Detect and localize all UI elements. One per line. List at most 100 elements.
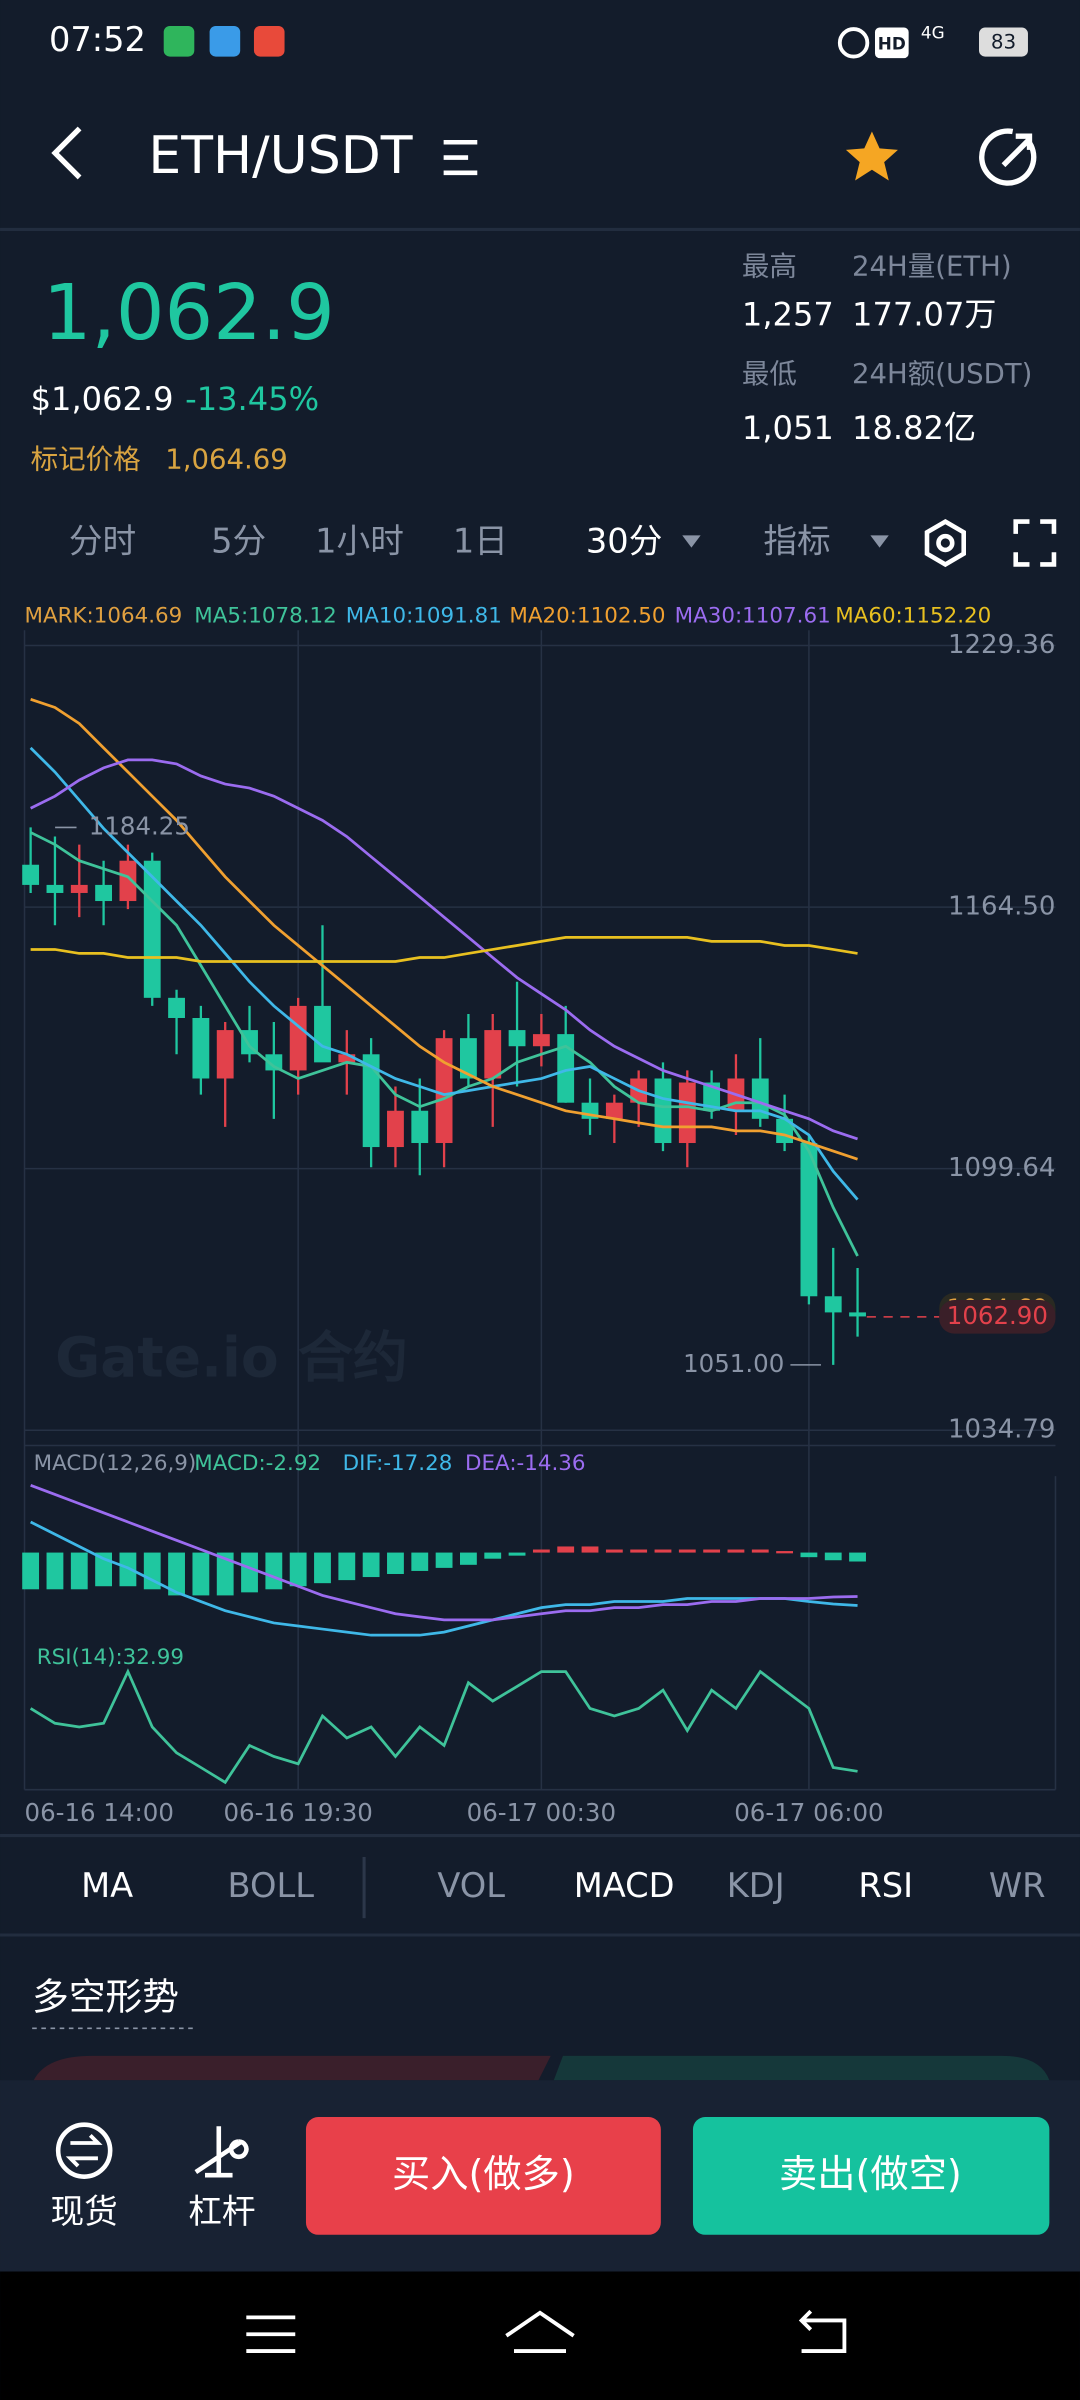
candle-body <box>216 1030 234 1079</box>
pair-title[interactable]: ETH/USDT <box>148 126 412 186</box>
y-tick-label: 1099.64 <box>948 1153 1056 1183</box>
candle-body <box>460 1038 477 1079</box>
last-price: 1,062.9 <box>43 269 335 358</box>
legend-item: MA20:1102.50 <box>509 603 665 628</box>
indicator-tabs: MA BOLL VOL MACD KDJ RSI WR <box>81 1866 1045 1905</box>
interval-tab[interactable]: 1日 <box>453 522 508 561</box>
settings-button[interactable] <box>924 518 967 568</box>
macd-bar <box>338 1552 356 1581</box>
macd-bar <box>849 1552 866 1562</box>
macd-bar <box>800 1552 818 1558</box>
macd-bar <box>22 1552 40 1590</box>
x-tick-label: 06-16 14:00 <box>25 1798 174 1827</box>
fullscreen-button[interactable] <box>1013 519 1057 567</box>
candle-body <box>824 1296 842 1313</box>
ma-line <box>30 758 858 1141</box>
indicator-tab[interactable]: VOL <box>437 1866 505 1905</box>
app-icon <box>163 26 195 57</box>
spot-label[interactable]: 现货 <box>51 2192 118 2231</box>
candle-body <box>751 1078 769 1119</box>
last-price-label: 1062.90 <box>947 1301 1048 1330</box>
nav-home[interactable] <box>505 2310 575 2353</box>
candle-body <box>192 1017 210 1079</box>
x-tick-label: 06-17 00:30 <box>467 1798 616 1827</box>
indicator-tab[interactable]: KDJ <box>727 1866 785 1905</box>
low-marker: 1051.00 <box>683 1349 784 1378</box>
macd-bar <box>216 1552 234 1596</box>
watermark: Gate.io 合约 <box>55 1326 408 1390</box>
sell-label[interactable]: 卖出(做空) <box>779 2153 962 2197</box>
interval-tabs: 分时 5分 1小时 1日 30分 指标 <box>69 522 831 561</box>
macd-bar <box>581 1546 599 1553</box>
macd-bar <box>605 1549 623 1553</box>
leverage-icon[interactable] <box>194 2126 249 2178</box>
nav-menu[interactable] <box>246 2315 296 2353</box>
interval-tab[interactable]: 1小时 <box>315 522 404 561</box>
macd-bar <box>143 1552 161 1590</box>
status-time: 07:52 <box>49 20 146 59</box>
macd-bar <box>824 1552 842 1561</box>
candle-body <box>338 1054 356 1063</box>
candle-body <box>654 1078 672 1144</box>
section-title: 多空形势 <box>32 1976 179 2019</box>
candle-body <box>703 1082 721 1111</box>
macd-bar <box>70 1552 88 1590</box>
indicator-menu[interactable]: 指标 <box>763 522 830 561</box>
candle-body <box>849 1312 866 1317</box>
macd-bar <box>387 1552 404 1574</box>
macd-bar <box>557 1546 575 1553</box>
macd-bar <box>508 1552 526 1556</box>
share-button[interactable] <box>979 128 1037 186</box>
candle-body <box>95 884 113 902</box>
stat-label: 24H量(ETH) <box>852 251 1012 283</box>
sell-button[interactable] <box>692 2117 1050 2235</box>
macd-bar <box>678 1549 696 1553</box>
ma-line <box>30 698 858 1161</box>
macd-legend: DIF:-17.28 <box>343 1451 453 1476</box>
interval-tab[interactable]: 5分 <box>211 522 266 561</box>
candle-body <box>435 1038 453 1144</box>
x-tick-label: 06-16 19:30 <box>223 1798 372 1827</box>
ma-line <box>30 935 858 963</box>
share-arrow <box>1001 133 1033 168</box>
indicator-tab[interactable]: BOLL <box>228 1866 315 1905</box>
stat-value: 1,051 <box>742 409 834 447</box>
y-tick-label: 1229.36 <box>948 630 1056 660</box>
indicator-tab[interactable]: RSI <box>858 1866 913 1905</box>
macd-bar <box>703 1549 721 1553</box>
candle-body <box>362 1054 380 1148</box>
favorite-star[interactable] <box>845 131 898 181</box>
macd-bar <box>776 1551 794 1554</box>
y-tick-label: 1164.50 <box>948 892 1056 922</box>
macd-bar <box>265 1552 283 1590</box>
stat-label: 24H额(USDT) <box>852 358 1032 390</box>
ma-line <box>29 746 859 1201</box>
legend-item: MA10:1091.81 <box>346 603 502 628</box>
spot-icon[interactable] <box>55 2122 113 2179</box>
stat-label: 最高 <box>742 251 797 283</box>
usd-price: $1,062.9 <box>31 380 174 418</box>
candle-body <box>605 1102 623 1119</box>
indicator-tab[interactable]: MACD <box>574 1866 675 1905</box>
back-button[interactable] <box>51 126 82 180</box>
rsi-legend: RSI(14):32.99 <box>37 1645 184 1670</box>
buy-label[interactable]: 买入(做多) <box>392 2153 575 2197</box>
buy-button[interactable] <box>305 2117 661 2235</box>
macd-bar <box>727 1549 745 1553</box>
indicator-tab[interactable]: MA <box>81 1866 133 1905</box>
macd-bar <box>532 1549 550 1553</box>
macd-bar <box>314 1552 331 1584</box>
macd-bar <box>630 1549 648 1553</box>
interval-tab[interactable]: 分时 <box>69 522 136 561</box>
candle-body <box>168 997 185 1018</box>
leverage-label[interactable]: 杠杆 <box>188 2192 255 2231</box>
candle-body <box>119 860 137 902</box>
interval-tab-active[interactable]: 30分 <box>586 522 662 561</box>
nav-back[interactable] <box>798 2309 847 2353</box>
pair-menu-icon[interactable] <box>443 139 478 176</box>
indicator-tab[interactable]: WR <box>989 1866 1046 1905</box>
candle-body <box>800 1143 818 1297</box>
battery <box>979 27 1028 57</box>
